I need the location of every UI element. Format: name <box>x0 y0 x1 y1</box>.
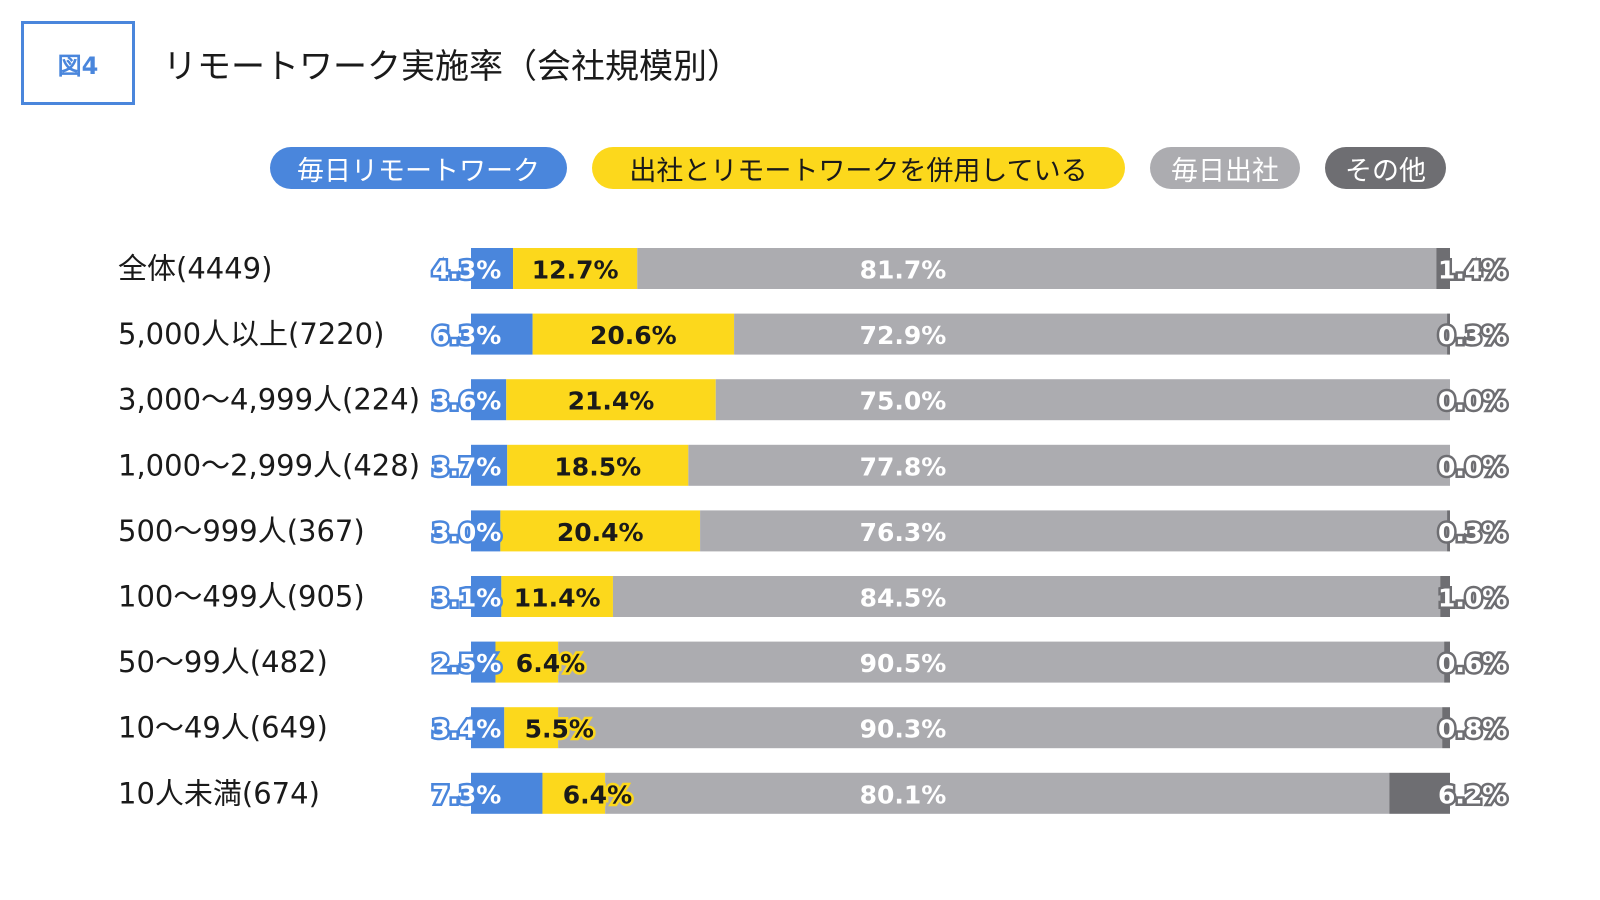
data-label: 76.3% <box>860 518 947 547</box>
data-label: 75.0% <box>860 387 947 416</box>
legend-label: 毎日リモートワーク <box>297 155 540 187</box>
data-label: 3.7% <box>432 452 501 481</box>
data-label: 5.5% <box>525 715 594 744</box>
bar-segment <box>500 510 701 552</box>
data-label: 6.4% <box>516 649 585 678</box>
data-label: 4.3% <box>432 256 501 285</box>
category-label: 10人未満(674) <box>118 776 320 810</box>
bar-segment <box>501 576 613 617</box>
bar-segment <box>471 576 502 617</box>
chart-title: リモートワーク実施率（会社規模別） <box>163 47 741 87</box>
bar-segment <box>558 641 1445 683</box>
data-label: 0.8% <box>1438 715 1507 744</box>
category-label: 5,000人以上(7220) <box>118 317 384 351</box>
bar-segment <box>513 248 638 289</box>
bar-segment <box>471 707 505 749</box>
bar-segment <box>471 772 543 814</box>
bar-segment <box>734 313 1448 355</box>
bar-segment <box>558 707 1443 749</box>
legend-item-other: その他 <box>1325 147 1446 189</box>
bar-segment <box>612 576 1441 617</box>
bar-segment <box>507 444 689 486</box>
data-label: 7.3% <box>432 780 501 809</box>
bar-segment <box>506 379 716 421</box>
data-label: 81.7% <box>860 256 947 285</box>
bar-segment <box>715 379 1450 421</box>
data-label: 0.0% <box>1438 387 1507 416</box>
bar-segment <box>700 510 1448 552</box>
category-label: 10〜49人(649) <box>118 711 328 745</box>
data-label: 90.5% <box>860 649 947 678</box>
data-label: 1.4% <box>1438 256 1507 285</box>
legend-label: 毎日出社 <box>1171 155 1279 187</box>
data-label: 0.3% <box>1438 321 1507 350</box>
data-label: 2.5% <box>432 649 501 678</box>
data-label: 3.0% <box>432 518 501 547</box>
data-label: 12.7% <box>532 256 619 285</box>
data-label: 72.9% <box>860 321 947 350</box>
data-label: 0.0% <box>1438 452 1507 481</box>
bar-segment <box>637 248 1437 289</box>
bar-segment <box>471 641 496 683</box>
legend-item-daily-remote: 毎日リモートワーク <box>270 147 567 189</box>
bar-segment <box>471 248 514 289</box>
category-label: 3,000〜4,999人(224) <box>118 383 420 417</box>
bar-segment <box>542 772 606 814</box>
legend-label: 出社とリモートワークを併用している <box>629 155 1088 187</box>
data-label: 0.3% <box>1438 518 1507 547</box>
data-label: 18.5% <box>554 452 641 481</box>
bar-segment <box>471 444 508 486</box>
data-label: 3.1% <box>432 584 501 613</box>
bar-segment <box>605 772 1390 814</box>
data-label: 3.4% <box>432 715 501 744</box>
data-label: 6.4% <box>563 780 632 809</box>
bar-segment <box>532 313 735 355</box>
data-label: 20.4% <box>557 518 644 547</box>
bar-segment <box>1440 576 1450 617</box>
data-label: 3.6% <box>432 387 501 416</box>
data-label: 80.1% <box>860 780 947 809</box>
bar-segment <box>471 379 507 421</box>
figure-number: 図4 <box>57 51 99 80</box>
bar-segment <box>504 707 559 749</box>
bar-segment <box>1442 707 1450 749</box>
bar-segment <box>495 641 559 683</box>
bar-segment <box>1447 510 1450 552</box>
data-label: 84.5% <box>860 584 947 613</box>
bar-segment <box>688 444 1450 486</box>
bar-segment <box>471 510 501 552</box>
bar-segment <box>471 313 533 355</box>
bar-segment <box>1444 641 1450 683</box>
legend-label: その他 <box>1345 155 1426 187</box>
figure-number-badge: 図4 <box>21 21 135 105</box>
data-label: 6.2% <box>1438 780 1507 809</box>
category-label: 全体(4449) <box>118 252 272 286</box>
data-label: 11.4% <box>514 584 601 613</box>
data-label: 20.6% <box>590 321 677 350</box>
category-label: 1,000〜2,999人(428) <box>118 448 420 482</box>
data-label: 90.3% <box>860 715 947 744</box>
data-label: 77.8% <box>860 452 947 481</box>
bar-segment <box>1436 248 1450 289</box>
bar-segment <box>1447 313 1450 355</box>
category-label: 50〜99人(482) <box>118 645 328 679</box>
data-label: 1.0% <box>1438 584 1507 613</box>
category-label: 500〜999人(367) <box>118 514 365 548</box>
data-label: 21.4% <box>568 387 655 416</box>
category-label: 100〜499人(905) <box>118 580 365 614</box>
legend-item-hybrid: 出社とリモートワークを併用している <box>592 147 1125 189</box>
legend-item-daily-office: 毎日出社 <box>1150 147 1300 189</box>
bar-segment <box>1389 772 1450 814</box>
data-label: 0.6% <box>1438 649 1507 678</box>
data-label: 6.3% <box>432 321 501 350</box>
